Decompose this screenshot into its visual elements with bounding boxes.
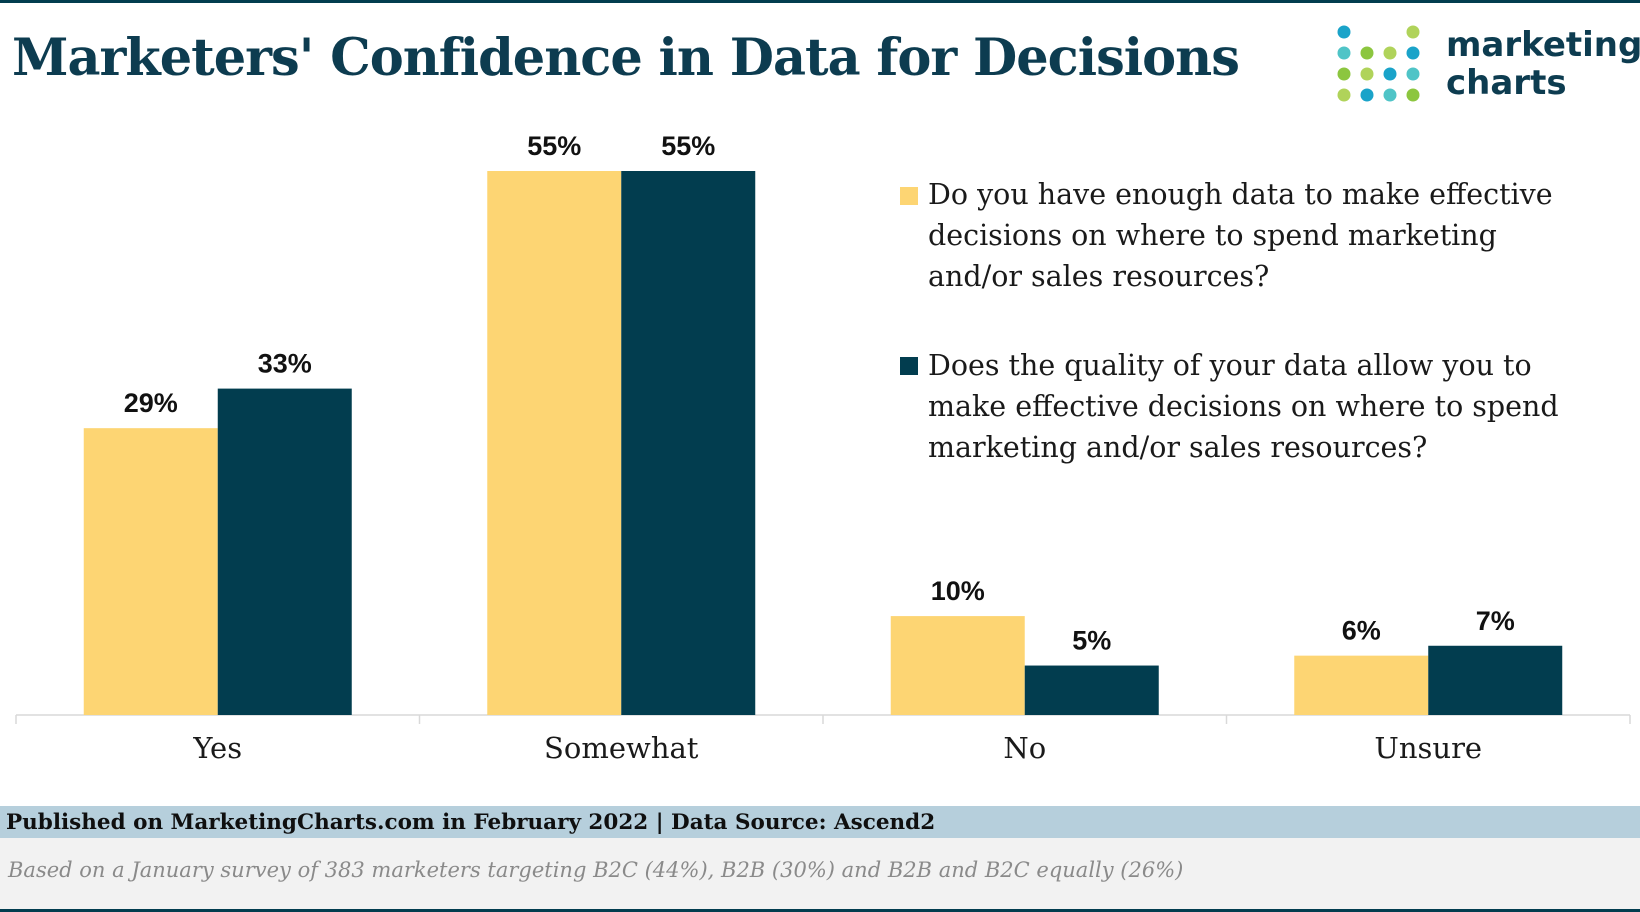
legend-swatch-enough-data bbox=[900, 187, 918, 205]
survey-note: Based on a January survey of 383 markete… bbox=[8, 858, 1184, 882]
bar bbox=[1294, 655, 1429, 715]
logo-text-line1: marketing bbox=[1446, 25, 1640, 65]
x-tick-label: Somewhat bbox=[544, 731, 699, 765]
logo-dot bbox=[1406, 25, 1420, 39]
top-rule bbox=[0, 0, 1640, 3]
logo-dot bbox=[1383, 67, 1397, 81]
legend-label-enough-data: Do you have enough data to make effectiv… bbox=[928, 178, 1553, 293]
data-label: 7% bbox=[1476, 606, 1515, 636]
bar bbox=[890, 616, 1025, 715]
logo-dot bbox=[1383, 88, 1397, 102]
legend-swatch-data-quality bbox=[900, 357, 918, 375]
logo-dot bbox=[1360, 67, 1374, 81]
note-bar: Based on a January survey of 383 markete… bbox=[0, 838, 1640, 909]
bar bbox=[487, 171, 622, 715]
logo-dot bbox=[1337, 25, 1351, 39]
logo-dot bbox=[1337, 46, 1351, 60]
logo-text-line2: charts bbox=[1446, 63, 1567, 103]
logo-dot bbox=[1337, 88, 1351, 102]
data-label: 33% bbox=[258, 349, 312, 379]
bar bbox=[83, 428, 218, 715]
logo-dot bbox=[1406, 88, 1420, 102]
data-label: 29% bbox=[124, 388, 178, 418]
source-text: Published on MarketingCharts.com in Febr… bbox=[6, 810, 936, 835]
marketingcharts-logo: marketing charts bbox=[1336, 24, 1640, 104]
source-bar: Published on MarketingCharts.com in Febr… bbox=[0, 806, 1640, 838]
logo-dot bbox=[1406, 46, 1420, 60]
logo-dot bbox=[1360, 88, 1374, 102]
logo-text: marketing charts bbox=[1446, 26, 1640, 102]
x-tick-label: No bbox=[1003, 731, 1046, 765]
bar-chart: 29% 33% Yes 55% 55% Somewhat 10% 5% No 6% 7% Unsure bbox=[15, 131, 1631, 765]
data-label: 5% bbox=[1072, 626, 1111, 656]
bottom-rule bbox=[0, 909, 1640, 912]
x-tick-label: Yes bbox=[192, 731, 242, 765]
data-label: 55% bbox=[661, 131, 715, 161]
chart-title: Marketers' Confidence in Data for Decisi… bbox=[12, 28, 1240, 88]
logo-dot bbox=[1383, 46, 1397, 60]
data-label: 55% bbox=[527, 131, 581, 161]
logo-dot bbox=[1337, 67, 1351, 81]
logo-dots-icon bbox=[1337, 25, 1420, 102]
bar bbox=[621, 171, 756, 715]
data-label: 10% bbox=[931, 576, 985, 606]
bar bbox=[1024, 665, 1159, 715]
data-label: 6% bbox=[1342, 616, 1381, 646]
logo-dot bbox=[1406, 67, 1420, 81]
legend-label-data-quality: Does the quality of your data allow you … bbox=[928, 349, 1559, 464]
logo-dot bbox=[1360, 46, 1374, 60]
bar bbox=[217, 388, 352, 715]
x-tick-label: Unsure bbox=[1374, 731, 1482, 765]
bar bbox=[1428, 645, 1563, 715]
